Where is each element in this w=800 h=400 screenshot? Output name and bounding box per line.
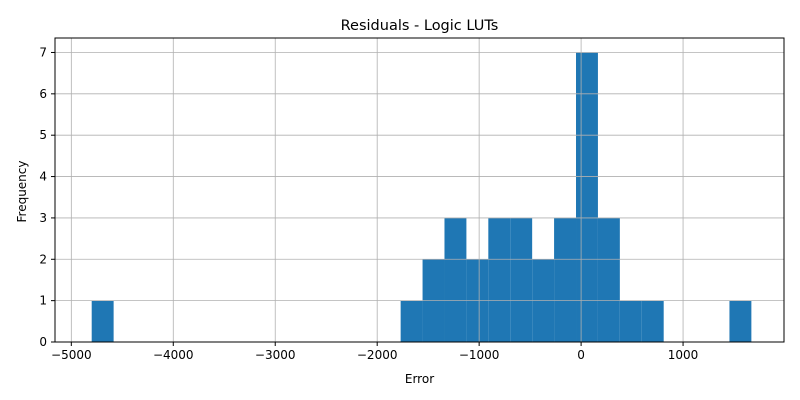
histogram-bar-11 (619, 300, 642, 342)
plot-frame (54, 37, 785, 343)
x-tick-label-1: −4000 (153, 348, 194, 362)
histogram-bar-12 (641, 300, 664, 342)
histogram-bar-8 (554, 217, 576, 342)
y-tick-label-6: 6 (39, 87, 47, 101)
histogram-bar-10 (597, 217, 620, 342)
y-axis-title: Frequency (15, 161, 29, 223)
y-tick-label-5: 5 (39, 128, 47, 142)
y-tick-label-4: 4 (39, 170, 47, 184)
y-tick-label-1: 1 (39, 294, 47, 308)
x-tick-label-6: 1000 (668, 348, 699, 362)
histogram-bar-0 (91, 300, 114, 342)
x-tick-label-5: 0 (577, 348, 585, 362)
histogram-bar-6 (510, 217, 533, 342)
histogram-bar-9 (576, 52, 598, 342)
bars-group (91, 52, 752, 342)
x-axis-ticks: −5000 −4000 −3000 −2000 −1000 0 1000 (51, 342, 698, 362)
x-tick-label-2: −3000 (255, 348, 296, 362)
histogram-bar-1 (400, 300, 423, 342)
histogram-bar-13 (729, 300, 752, 342)
x-tick-label-0: −5000 (51, 348, 92, 362)
y-tick-label-2: 2 (39, 252, 47, 266)
x-tick-label-3: −2000 (357, 348, 398, 362)
histogram-bar-5 (488, 217, 511, 342)
y-axis-ticks: 0 1 2 3 4 5 6 7 (39, 45, 55, 349)
y-tick-label-0: 0 (39, 335, 47, 349)
y-tick-label-3: 3 (39, 211, 47, 225)
histogram-bar-3 (444, 217, 467, 342)
x-axis-title: Error (405, 372, 434, 386)
chart-title: Residuals - Logic LUTs (341, 18, 499, 34)
y-tick-label-7: 7 (39, 45, 47, 59)
x-tick-label-4: −1000 (459, 348, 500, 362)
